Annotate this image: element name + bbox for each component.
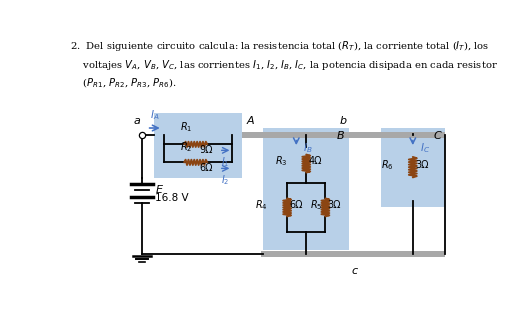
Text: $E$: $E$: [155, 183, 163, 195]
Bar: [262, 251, 445, 256]
Text: 2.  Del siguiente circuito calcula: la resistencia total ($R_T$), la corriente t: 2. Del siguiente circuito calcula: la re…: [70, 39, 498, 90]
Text: 4Ω: 4Ω: [308, 156, 322, 166]
Text: $c$: $c$: [351, 266, 359, 276]
Text: $B$: $B$: [336, 129, 345, 141]
Text: $I_2$: $I_2$: [222, 174, 230, 188]
Text: 3Ω: 3Ω: [328, 200, 341, 210]
Text: 9Ω: 9Ω: [199, 145, 213, 155]
Bar: [242, 132, 445, 138]
Text: $I_1$: $I_1$: [222, 156, 230, 169]
Text: $I_B$: $I_B$: [303, 141, 313, 154]
Text: $R_6$: $R_6$: [381, 158, 394, 172]
Text: $I_C$: $I_C$: [420, 141, 430, 154]
Text: 6Ω: 6Ω: [199, 163, 213, 173]
Text: $A$: $A$: [246, 114, 256, 126]
Text: $b$: $b$: [339, 114, 347, 126]
Bar: [264, 128, 349, 250]
Text: 16.8 V: 16.8 V: [155, 193, 188, 203]
Bar: [154, 113, 242, 178]
Text: $R_4$: $R_4$: [255, 198, 268, 212]
Text: $I_A$: $I_A$: [150, 108, 159, 122]
Bar: [381, 128, 445, 207]
Text: 6Ω: 6Ω: [289, 200, 303, 210]
Text: $R_5$: $R_5$: [310, 198, 323, 212]
Text: $C$: $C$: [433, 129, 443, 141]
Text: 3Ω: 3Ω: [415, 160, 429, 170]
Text: $R_3$: $R_3$: [274, 154, 287, 168]
Text: $R_2$: $R_2$: [179, 140, 192, 154]
Text: $R_1$: $R_1$: [179, 120, 192, 134]
Text: $a$: $a$: [133, 116, 141, 126]
